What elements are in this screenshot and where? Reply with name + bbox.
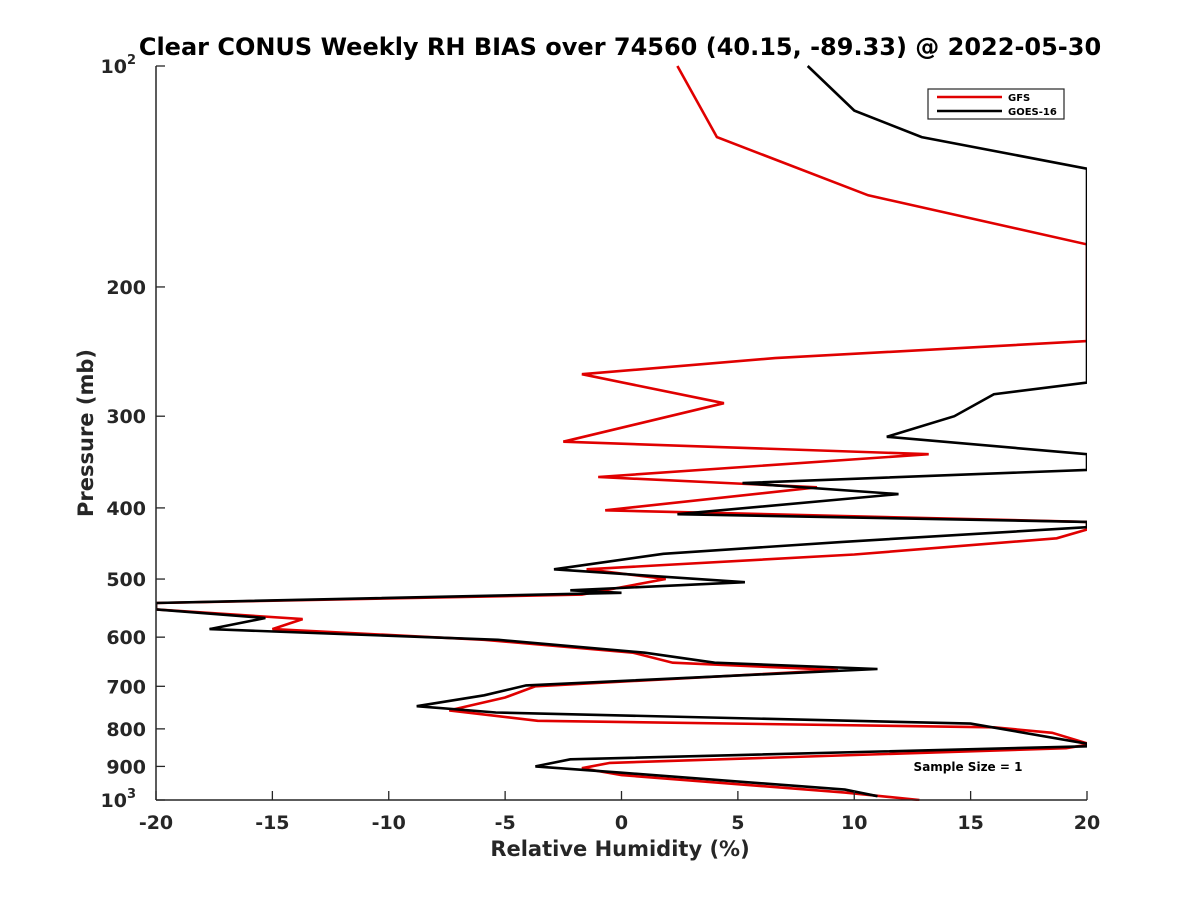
y-tick-label: 900 [106,756,146,778]
legend-label-gfs: GFS [1008,93,1030,104]
x-tick-label: -10 [372,812,406,834]
legend: GFS GOES-16 [927,88,1065,120]
x-tick-label: -20 [139,812,173,834]
x-tick-label: -15 [255,812,289,834]
y-tick-label: 800 [106,719,146,741]
y-tick-label: 600 [106,627,146,649]
y-tick-label: 200 [106,277,146,299]
series-line-gfs [156,65,1087,801]
x-tick-label: 5 [731,812,744,834]
series-line-goes-16 [156,65,1087,798]
y-tick-base: 10 [101,56,127,78]
x-tick-label: -5 [495,812,516,834]
x-tick-label: 10 [841,812,867,834]
y-tick-label: 500 [106,569,146,591]
plot-layer: -20 -15 -10 -5 0 5 10 15 20102200300400500600700… [101,53,1101,834]
y-tick-label: 300 [106,406,146,428]
sample-size-annotation: Sample Size = 1 [914,760,1023,774]
x-tick-label: 20 [1074,812,1100,834]
chart-title: Clear CONUS Weekly RH BIAS over 74560 (4… [139,33,1101,61]
y-tick-label: 700 [106,676,146,698]
y-tick-label: 102 [101,53,137,78]
legend-label-goes-16: GOES-16 [1008,107,1057,118]
y-tick-exponent: 2 [127,53,136,68]
x-tick-label: 15 [957,812,983,834]
y-tick-label: 103 [101,787,137,812]
y-tick-label: 400 [106,498,146,520]
y-axis-label: Pressure (mb) [74,349,98,517]
legend-box [927,88,1065,120]
y-tick-exponent: 3 [127,787,136,802]
y-tick-base: 10 [101,790,127,812]
x-axis-label: Relative Humidity (%) [490,837,749,861]
x-tick-label: 0 [615,812,628,834]
